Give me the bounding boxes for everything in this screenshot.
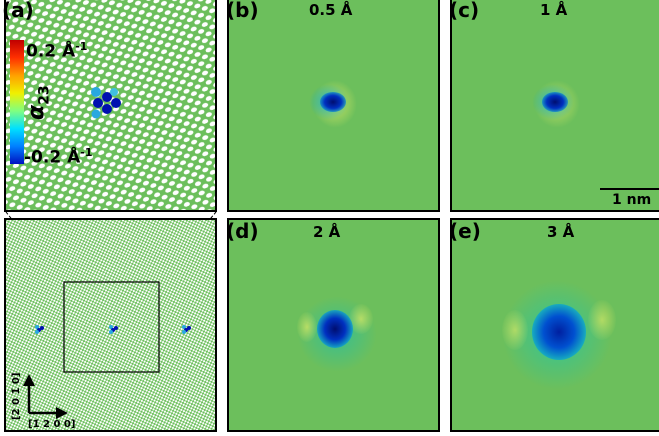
colorbar-symbol: α23 <box>24 85 53 120</box>
panel-a-full: [2 0 1̄ 0] [1̄ 2 0 0] <box>4 218 217 432</box>
defect-cluster-right <box>182 325 191 334</box>
panel-b-label: (b) <box>226 0 259 22</box>
panel-b <box>227 0 440 212</box>
crystal-axes-arrows <box>23 374 68 419</box>
panel-e-label: (e) <box>449 219 481 243</box>
panel-e-title: 3 Å <box>547 223 575 241</box>
full-lattice <box>6 220 215 430</box>
zoom-lattice <box>6 0 215 210</box>
panel-d-label: (d) <box>226 219 259 243</box>
panel-d-title: 2 Å <box>313 223 341 241</box>
scalebar-label: 1 nm <box>612 192 652 208</box>
defect-cluster-zoom <box>91 87 121 119</box>
panel-c-title: 1 Å <box>540 1 568 19</box>
colorbar-max-label: 0.2 Å-1 <box>26 40 88 62</box>
panel-c-label: (c) <box>449 0 480 22</box>
panel-a-zoom: 0.2 Å-1 α23 -0.2 Å-1 <box>4 0 217 212</box>
zoom-region-box <box>63 281 160 373</box>
defect-cluster-center <box>109 325 118 334</box>
distortion-core-d <box>317 310 353 348</box>
panel-e <box>450 218 659 432</box>
colorbar-min-label: -0.2 Å-1 <box>24 146 93 168</box>
distortion-core-c <box>542 92 568 112</box>
panel-d <box>227 218 440 432</box>
distortion-core-b <box>320 92 346 112</box>
axis-horizontal-label: [1̄ 2 0 0] <box>28 419 76 430</box>
panel-c: 1 nm <box>450 0 659 212</box>
colorbar <box>10 40 24 164</box>
distortion-core-e <box>532 304 586 360</box>
scalebar <box>600 188 659 190</box>
axis-vertical-label: [2 0 1̄ 0] <box>11 372 22 420</box>
defect-cluster-left <box>35 325 44 334</box>
panel-b-title: 0.5 Å <box>309 1 353 19</box>
panel-a-label: (a) <box>2 0 34 22</box>
